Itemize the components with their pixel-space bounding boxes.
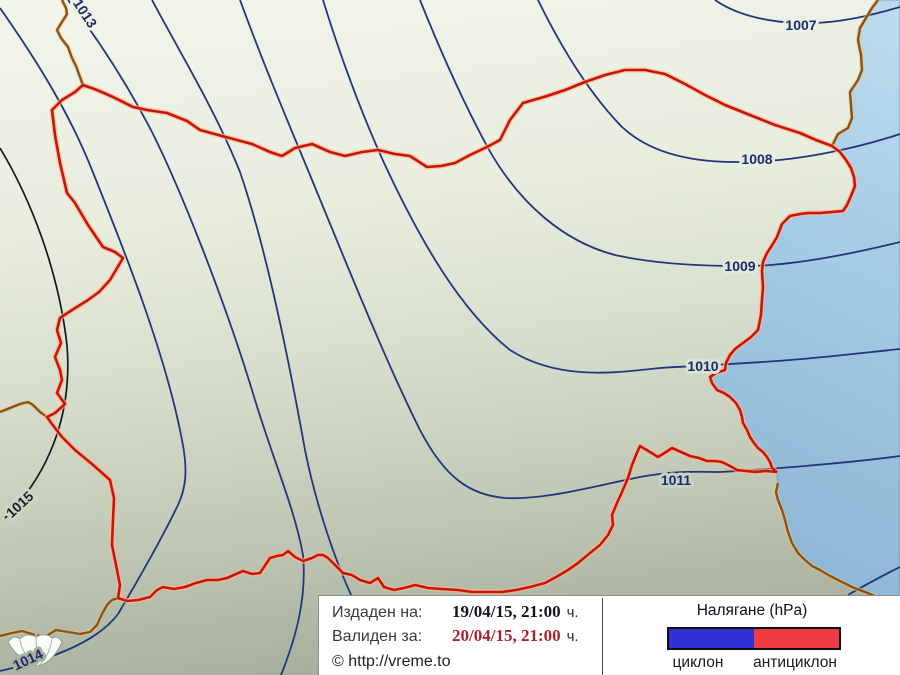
isobar-line-1012 [151, 0, 353, 598]
isobar-label-1009: 1009 [724, 258, 755, 274]
isobar-label-1008: 1008 [741, 151, 772, 167]
valid-label: Валиден за: [332, 628, 423, 645]
valid-hour-suffix: ч. [566, 628, 579, 645]
anticyclone-label: антициклон [753, 654, 837, 671]
info-panel: Издаден на: 19/04/15, 21:00 ч. Валиден з… [318, 595, 900, 675]
umbrella-icon [7, 604, 63, 667]
border-greece [0, 596, 119, 639]
border-romania-coast [830, 0, 879, 147]
border-bulgaria-west [45, 84, 125, 599]
anticyclone-color-swatch [754, 629, 839, 648]
isobar-label-1007: 1007 [785, 17, 816, 33]
issued-row: Издаден на: 19/04/15, 21:00 ч. [332, 602, 602, 626]
isobar-line-1008 [537, 0, 900, 163]
border-bulgaria-north [82, 68, 833, 169]
issued-label: Издаден на: [332, 604, 423, 621]
isobar-label-1011: 1011 [661, 472, 692, 488]
valid-row: Валиден за: 20/04/15, 21:00 ч. [332, 626, 602, 650]
legend-colorbar [667, 627, 841, 650]
cyclone-label: циклон [672, 654, 724, 671]
border-turkey-coast [774, 482, 881, 600]
brown-borders [0, 0, 881, 639]
pressure-legend: Налягане (hPa) циклон антициклон [603, 596, 900, 675]
isobar-line-1010 [322, 0, 900, 374]
cyclone-color-swatch [669, 629, 754, 648]
border-serbia [55, 0, 85, 86]
border-macedonia [0, 400, 48, 418]
panel-divider [602, 598, 603, 675]
isobar-line-1007 [714, 0, 900, 25]
isobar-line-1015 [0, 147, 69, 519]
isobar-line-1014 [0, 7, 187, 672]
border-bulgaria-coast [708, 144, 857, 474]
valid-datetime: 20/04/15, 21:00 [452, 626, 561, 645]
copyright-link[interactable]: © http://vreme.to [332, 653, 451, 670]
issued-datetime: 19/04/15, 21:00 [452, 602, 561, 621]
bulgaria-border [45, 68, 857, 603]
legend-title: Налягане (hPa) [696, 602, 808, 619]
isobar-line-1011 [239, 0, 900, 500]
isobar-line-1009 [419, 0, 900, 267]
border-bulgaria-south [117, 444, 778, 603]
isobar-label-1010: 1010 [687, 358, 718, 374]
isobar-line-1012-sea [847, 566, 900, 596]
issue-info: Издаден на: 19/04/15, 21:00 ч. Валиден з… [319, 596, 602, 675]
issued-hour-suffix: ч. [566, 604, 579, 621]
isobar-line-1013 [67, 0, 305, 675]
